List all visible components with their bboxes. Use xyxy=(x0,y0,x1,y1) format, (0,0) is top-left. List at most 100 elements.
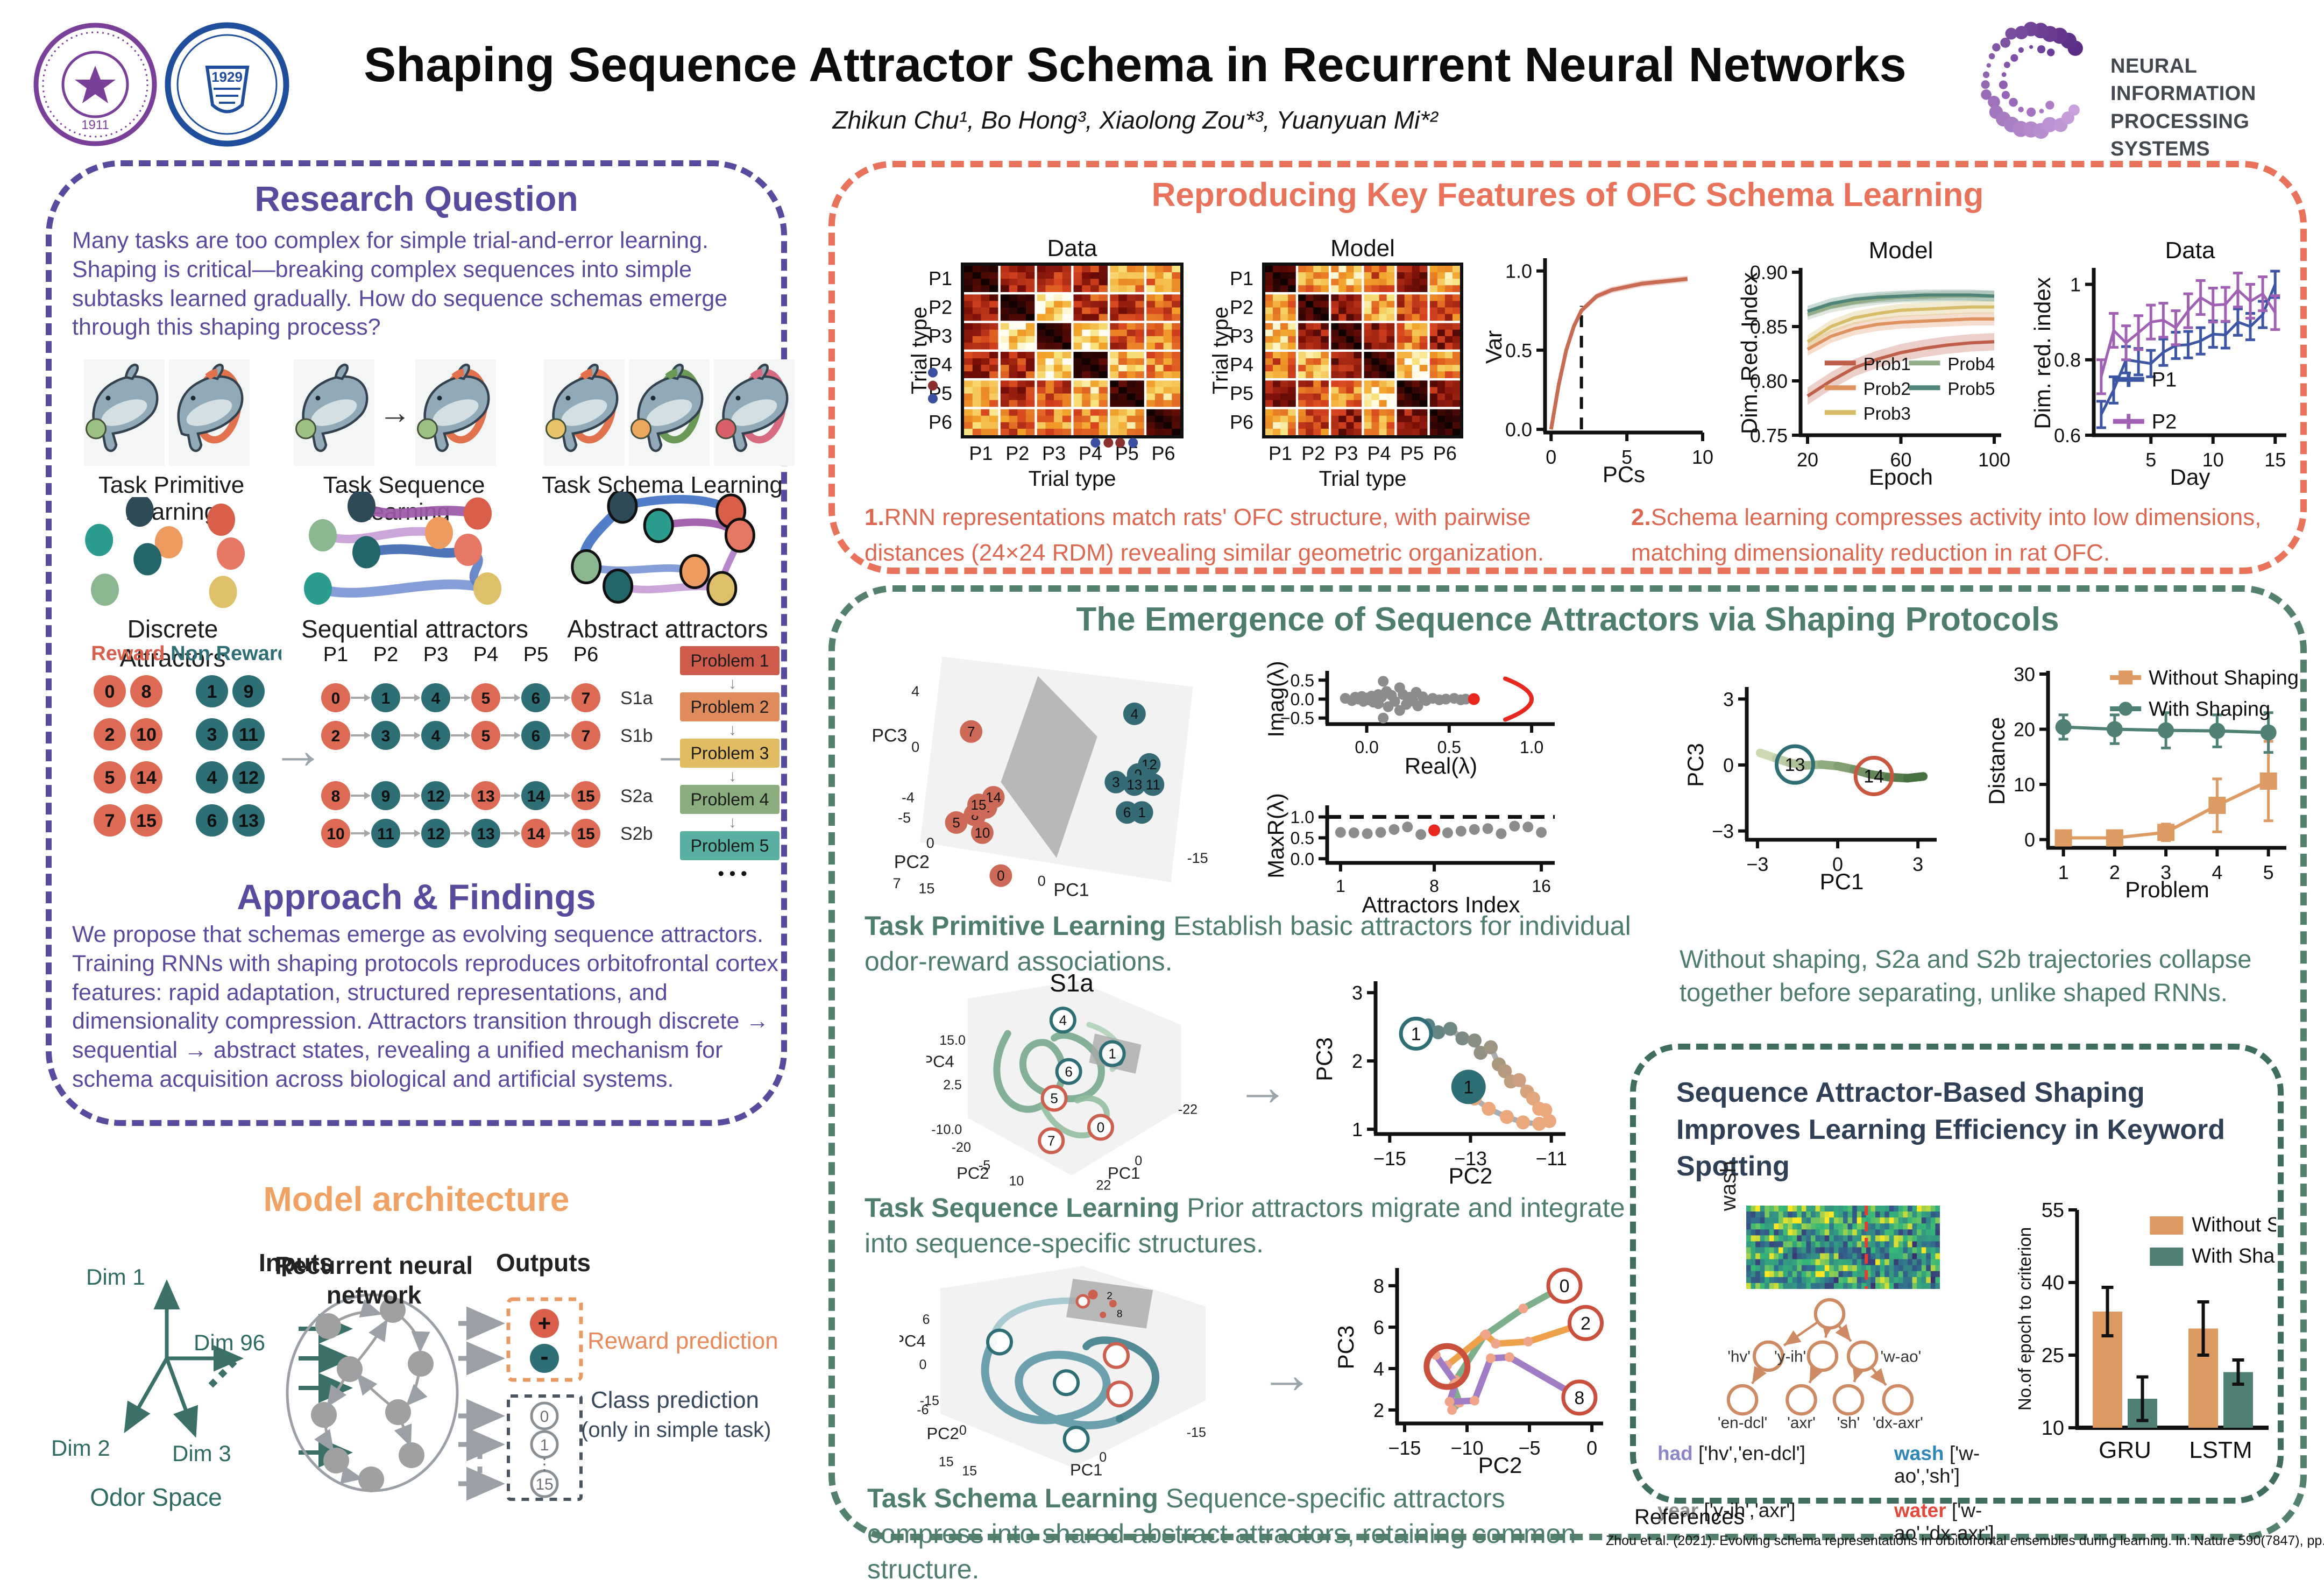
svg-text:3: 3 xyxy=(1723,688,1734,710)
svg-text:0.0: 0.0 xyxy=(1505,419,1532,441)
svg-text:Trial type: Trial type xyxy=(1028,467,1116,491)
svg-text:100: 100 xyxy=(1978,449,2010,471)
svg-text:P1: P1 xyxy=(969,442,993,464)
svg-text:Model: Model xyxy=(1330,235,1395,261)
rdm-model-heatmap: P1 P1 P2 P2 P3 P3 P4 P4 P5 P5 P6 P6 Trial type Trial … xyxy=(1211,235,1464,495)
flow-arrow-1-icon: → xyxy=(271,720,325,780)
svg-text:0: 0 xyxy=(1546,446,1556,468)
svg-text:7: 7 xyxy=(582,690,591,707)
svg-text:Attractors Index: Attractors Index xyxy=(1362,892,1520,917)
svg-text:4: 4 xyxy=(431,690,441,707)
svg-text:With Shaping: With Shaping xyxy=(2149,698,2270,720)
svg-text:Trial type: Trial type xyxy=(1319,467,1406,491)
svg-text:PC2: PC2 xyxy=(894,852,930,873)
svg-text:0.8: 0.8 xyxy=(2054,349,2081,371)
svg-text:1: 1 xyxy=(1463,1077,1473,1097)
svg-text:S1a: S1a xyxy=(1050,971,1094,997)
svg-text:Real(λ): Real(λ) xyxy=(1405,753,1477,778)
svg-text:0.75: 0.75 xyxy=(1750,424,1788,447)
svg-text:2: 2 xyxy=(1581,1313,1591,1334)
svg-text:2.5: 2.5 xyxy=(943,1078,962,1093)
neurips-text-line1: NEURAL INFORMATION xyxy=(2110,55,2256,105)
svg-text:0.85: 0.85 xyxy=(1750,316,1788,338)
svg-text:13: 13 xyxy=(477,788,494,805)
keyword-phones: ['w-ao','sh'] xyxy=(1894,1442,1980,1487)
approach-body: We propose that schemas emerge as evolvi… xyxy=(72,922,778,1092)
svg-text:12: 12 xyxy=(427,788,444,805)
svg-text:P5: P5 xyxy=(523,644,548,666)
svg-text:12: 12 xyxy=(238,768,259,788)
epochs-to-criterion-chart: 10 25 40 55 No.of epoch to criterion GRU LSTM W… xyxy=(2013,1201,2276,1473)
svg-text:5: 5 xyxy=(2263,861,2274,883)
svg-text:−3: −3 xyxy=(1746,853,1768,875)
svg-text:Data: Data xyxy=(1047,235,1097,261)
svg-text:1: 1 xyxy=(207,682,217,702)
outputs-label: Outputs xyxy=(495,1249,591,1277)
problem-box: Problem 4 xyxy=(680,785,780,814)
svg-text:P3: P3 xyxy=(929,325,952,347)
svg-text:4: 4 xyxy=(1373,1358,1384,1380)
task-sequence-caption: Task Sequence Learning Prior attractors … xyxy=(865,1190,1639,1261)
svg-text:'y-ih': 'y-ih' xyxy=(1774,1348,1806,1365)
svg-text:P3: P3 xyxy=(1042,442,1066,464)
svg-text:Prob1: Prob1 xyxy=(1864,354,1911,374)
dolphin-illustration xyxy=(84,359,165,466)
keyword-heading: Sequence Attractor-Based Shaping Improve… xyxy=(1676,1077,2226,1182)
svg-text:PC1: PC1 xyxy=(1820,869,1864,894)
svg-text:0: 0 xyxy=(997,868,1004,884)
svg-text:0.80: 0.80 xyxy=(1750,370,1788,392)
svg-text:With Shaping: With Shaping xyxy=(2192,1245,2276,1267)
svg-text:PC1: PC1 xyxy=(1108,1164,1140,1182)
svg-text:5: 5 xyxy=(952,814,960,831)
svg-text:P6: P6 xyxy=(1152,442,1175,464)
problem-box: Problem 5 xyxy=(680,831,780,860)
svg-text:7: 7 xyxy=(893,875,901,891)
svg-text:8: 8 xyxy=(331,788,341,805)
keyword-spotting-panel: Sequence Attractor-Based Shaping Improve… xyxy=(1630,1044,2284,1544)
keyword-word-entry: year ['y-ih','axr'] xyxy=(1657,1499,1894,1545)
svg-text:4: 4 xyxy=(911,683,919,699)
tsinghua-year: 1911 xyxy=(81,118,109,132)
ofc-caption-2-num: 2. xyxy=(1631,504,1651,530)
svg-text:13: 13 xyxy=(477,825,494,843)
chongqing-logo: 1929 xyxy=(164,22,290,148)
task-primitive-caption-bold: Task Primitive Learning xyxy=(865,911,1166,941)
svg-text:Without Shaping: Without Shaping xyxy=(2149,667,2298,689)
svg-text:15.0: 15.0 xyxy=(939,1033,966,1048)
svg-text:Var: Var xyxy=(1483,330,1506,364)
svg-text:0: 0 xyxy=(926,835,934,851)
svg-text:4: 4 xyxy=(1131,706,1138,722)
task-primitive-caption-text: Establish basic attractors for individua… xyxy=(865,911,1631,976)
svg-text:3: 3 xyxy=(1112,774,1120,790)
svg-text:3: 3 xyxy=(2160,861,2171,883)
svg-text:⋮: ⋮ xyxy=(536,1456,552,1473)
svg-text:PC2: PC2 xyxy=(1449,1163,1493,1188)
svg-text:'w-ao': 'w-ao' xyxy=(1881,1348,1922,1365)
discrete-attractors-diagram xyxy=(76,497,270,610)
svg-text:10: 10 xyxy=(2042,1417,2064,1440)
svg-text:0.5: 0.5 xyxy=(1505,339,1532,362)
svg-text:0: 0 xyxy=(1560,1276,1570,1296)
neurips-text-line2: PROCESSING SYSTEMS xyxy=(2110,110,2250,160)
svg-text:0: 0 xyxy=(1723,754,1734,776)
svg-text:10: 10 xyxy=(974,825,990,841)
svg-text:0: 0 xyxy=(911,739,919,755)
ofc-caption-1: 1.RNN representations match rats' OFC st… xyxy=(865,500,1618,571)
dim2-label: Dim 2 xyxy=(51,1435,110,1461)
svg-text:10: 10 xyxy=(2014,774,2035,796)
svg-text:PC1: PC1 xyxy=(1053,880,1089,898)
svg-text:−5: −5 xyxy=(1519,1437,1541,1459)
svg-text:P5: P5 xyxy=(1230,382,1253,405)
svg-text:4: 4 xyxy=(431,727,441,745)
svg-text:13: 13 xyxy=(238,811,259,831)
svg-text:15: 15 xyxy=(136,811,157,831)
svg-text:15: 15 xyxy=(2264,449,2286,471)
odor-reward-grid: Reward Non Reward 0 8 2 10 5 14 7 15 1 9 3 11 4 12 6 13 xyxy=(74,644,281,859)
keyword-word: had xyxy=(1657,1442,1693,1464)
emergence-heading: The Emergence of Sequence Attractors via… xyxy=(1076,601,2059,638)
svg-text:16: 16 xyxy=(1532,876,1551,896)
svg-text:0: 0 xyxy=(1586,1437,1597,1459)
svg-text:0: 0 xyxy=(1038,873,1046,889)
svg-text:PCs: PCs xyxy=(1603,462,1645,487)
neurips-logo: NEURAL INFORMATION PROCESSING SYSTEMS xyxy=(1966,11,2311,160)
